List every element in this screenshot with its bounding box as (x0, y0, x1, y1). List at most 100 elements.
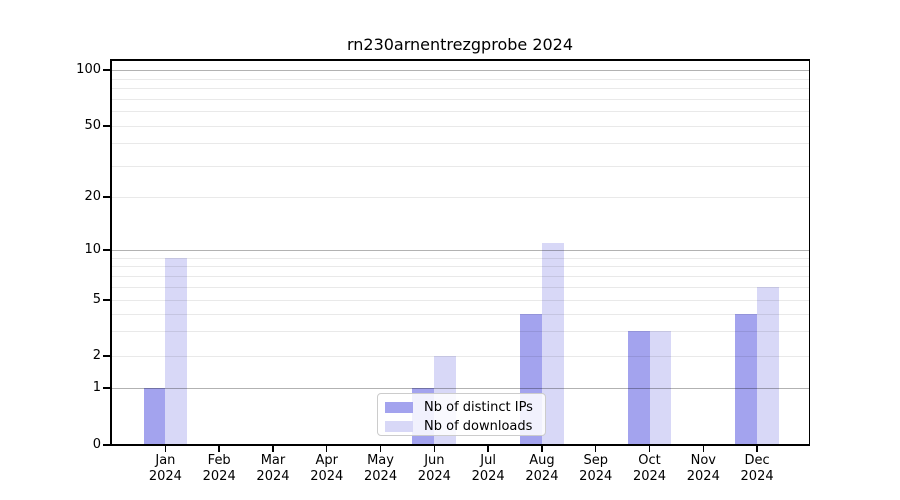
legend-label-distinct-ips: Nb of distinct IPs (424, 399, 533, 415)
bar-distinct-ips-dec (735, 313, 758, 445)
x-tick-month: Nov (690, 453, 716, 468)
legend-swatch-distinct-ips (385, 402, 413, 413)
x-tick-month: Jan (155, 453, 176, 468)
x-tick-label-oct: Oct 2024 (620, 453, 680, 484)
legend: Nb of distinct IPs Nb of downloads (377, 393, 546, 436)
gridline-1 (110, 388, 810, 389)
x-tick-mark-dec (756, 445, 758, 452)
x-tick-month: Dec (744, 453, 770, 468)
x-tick-year: 2024 (525, 468, 559, 484)
y-tick-mark-0 (103, 444, 110, 446)
gridline-50 (110, 126, 810, 127)
x-tick-year: 2024 (364, 468, 398, 484)
x-tick-month: Jul (480, 453, 496, 468)
x-tick-label-nov: Nov 2024 (673, 453, 733, 484)
y-tick-label-10: 10 (84, 242, 101, 257)
x-tick-label-feb: Feb 2024 (189, 453, 249, 484)
x-tick-label-may: May 2024 (351, 453, 411, 484)
bar-downloads-dec (757, 286, 779, 445)
x-tick-mark-sep (595, 445, 597, 452)
x-tick-month: Mar (260, 453, 286, 468)
y-tick-label-100: 100 (76, 62, 101, 77)
x-tick-month: May (367, 453, 394, 468)
x-tick-mark-jan (164, 445, 167, 452)
x-tick-year: 2024 (686, 468, 720, 484)
x-tick-year: 2024 (417, 468, 451, 484)
bar-distinct-ips-jan (143, 388, 166, 445)
x-tick-month: Apr (315, 453, 339, 468)
x-tick-year: 2024 (148, 468, 182, 484)
gridline-20 (110, 197, 810, 198)
chart-title: rn230arnentrezgprobe 2024 (346, 35, 574, 54)
x-tick-label-sep: Sep 2024 (566, 453, 626, 484)
x-tick-year: 2024 (202, 468, 236, 484)
gridline-minor-30 (110, 165, 810, 167)
axis-spine-left (110, 59, 112, 445)
y-tick-mark-5 (103, 299, 110, 301)
x-tick-label-dec: Dec 2024 (727, 453, 787, 484)
x-tick-mark-feb (218, 445, 220, 452)
x-tick-label-jul: Jul 2024 (458, 453, 518, 484)
x-tick-year: 2024 (740, 468, 774, 484)
x-tick-year: 2024 (471, 468, 505, 484)
x-tick-label-jan: Jan 2024 (135, 453, 195, 484)
x-tick-year: 2024 (256, 468, 290, 484)
gridline-5 (110, 300, 810, 301)
x-tick-mark-oct (648, 445, 651, 452)
gridline-10 (110, 250, 810, 251)
gridline-minor-90 (110, 78, 810, 80)
y-tick-label-20: 20 (84, 189, 101, 204)
x-tick-year: 2024 (310, 468, 344, 484)
gridline-minor-7 (110, 275, 810, 277)
axis-spine-right (808, 59, 810, 445)
bar-downloads-oct (649, 331, 672, 445)
bar-downloads-aug (541, 242, 564, 445)
y-tick-label-2: 2 (92, 348, 101, 363)
gridline-minor-8 (110, 266, 810, 268)
y-tick-mark-10 (103, 249, 110, 251)
gridline-minor-6 (110, 286, 810, 288)
gridline-minor-80 (110, 88, 810, 90)
y-tick-label-5: 5 (92, 292, 101, 307)
legend-item-downloads: Nb of downloads (385, 418, 545, 435)
y-tick-label-50: 50 (84, 118, 101, 133)
gridline-minor-3 (110, 331, 810, 333)
x-tick-month: Oct (638, 453, 661, 468)
axis-spine-top (110, 59, 810, 61)
x-tick-label-aug: Aug 2024 (512, 453, 572, 484)
gridline-minor-9 (110, 257, 810, 259)
bar-distinct-ips-oct (627, 331, 650, 445)
bar-downloads-jan (165, 257, 188, 445)
x-tick-mark-nov (702, 445, 704, 452)
x-tick-year: 2024 (632, 468, 667, 484)
axis-spine-bottom (110, 443, 810, 446)
legend-swatch-downloads (385, 421, 413, 432)
x-tick-mark-may (379, 445, 382, 452)
legend-item-distinct-ips: Nb of distinct IPs (385, 399, 545, 416)
x-tick-label-jun: Jun 2024 (404, 453, 464, 484)
y-tick-label-1: 1 (92, 380, 101, 395)
x-tick-mark-jul (487, 445, 489, 452)
x-tick-mark-apr (326, 445, 328, 452)
x-tick-year: 2024 (579, 468, 613, 484)
x-tick-month: Aug (529, 453, 555, 468)
y-tick-label-0: 0 (92, 437, 101, 452)
gridline-minor-4 (110, 313, 810, 315)
y-tick-mark-100 (103, 69, 110, 71)
x-tick-label-apr: Apr 2024 (297, 453, 357, 484)
y-tick-mark-1 (103, 387, 110, 389)
legend-label-downloads: Nb of downloads (424, 418, 533, 434)
gridline-minor-60 (110, 111, 810, 113)
x-tick-mark-jun (433, 445, 436, 452)
y-tick-mark-50 (103, 125, 110, 127)
y-tick-mark-20 (103, 196, 110, 198)
x-tick-mark-mar (272, 445, 274, 452)
x-tick-mark-aug (541, 445, 543, 452)
gridline-100 (110, 70, 810, 71)
plot-area (110, 59, 810, 446)
y-tick-mark-2 (103, 355, 110, 357)
x-tick-month: Jun (424, 453, 445, 468)
x-tick-month: Sep (583, 453, 608, 468)
x-tick-month: Feb (207, 453, 231, 468)
